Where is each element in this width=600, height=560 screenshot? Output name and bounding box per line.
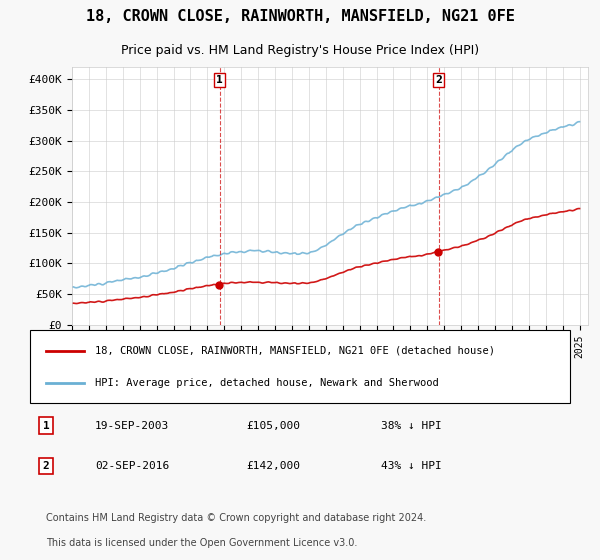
Text: 18, CROWN CLOSE, RAINWORTH, MANSFIELD, NG21 0FE: 18, CROWN CLOSE, RAINWORTH, MANSFIELD, N… [86,10,514,24]
Text: 18, CROWN CLOSE, RAINWORTH, MANSFIELD, NG21 0FE (detached house): 18, CROWN CLOSE, RAINWORTH, MANSFIELD, N… [95,346,495,356]
Text: 1: 1 [43,421,50,431]
Text: 43% ↓ HPI: 43% ↓ HPI [381,461,442,471]
Text: HPI: Average price, detached house, Newark and Sherwood: HPI: Average price, detached house, Newa… [95,378,439,388]
Text: 02-SEP-2016: 02-SEP-2016 [95,461,169,471]
FancyBboxPatch shape [30,330,570,403]
Text: 1: 1 [216,75,223,85]
Text: Contains HM Land Registry data © Crown copyright and database right 2024.: Contains HM Land Registry data © Crown c… [46,513,427,523]
Text: £142,000: £142,000 [246,461,300,471]
Text: This data is licensed under the Open Government Licence v3.0.: This data is licensed under the Open Gov… [46,538,358,548]
Text: 38% ↓ HPI: 38% ↓ HPI [381,421,442,431]
Text: 19-SEP-2003: 19-SEP-2003 [95,421,169,431]
Text: Price paid vs. HM Land Registry's House Price Index (HPI): Price paid vs. HM Land Registry's House … [121,44,479,57]
Text: £105,000: £105,000 [246,421,300,431]
Text: 2: 2 [43,461,50,471]
Text: 2: 2 [435,75,442,85]
